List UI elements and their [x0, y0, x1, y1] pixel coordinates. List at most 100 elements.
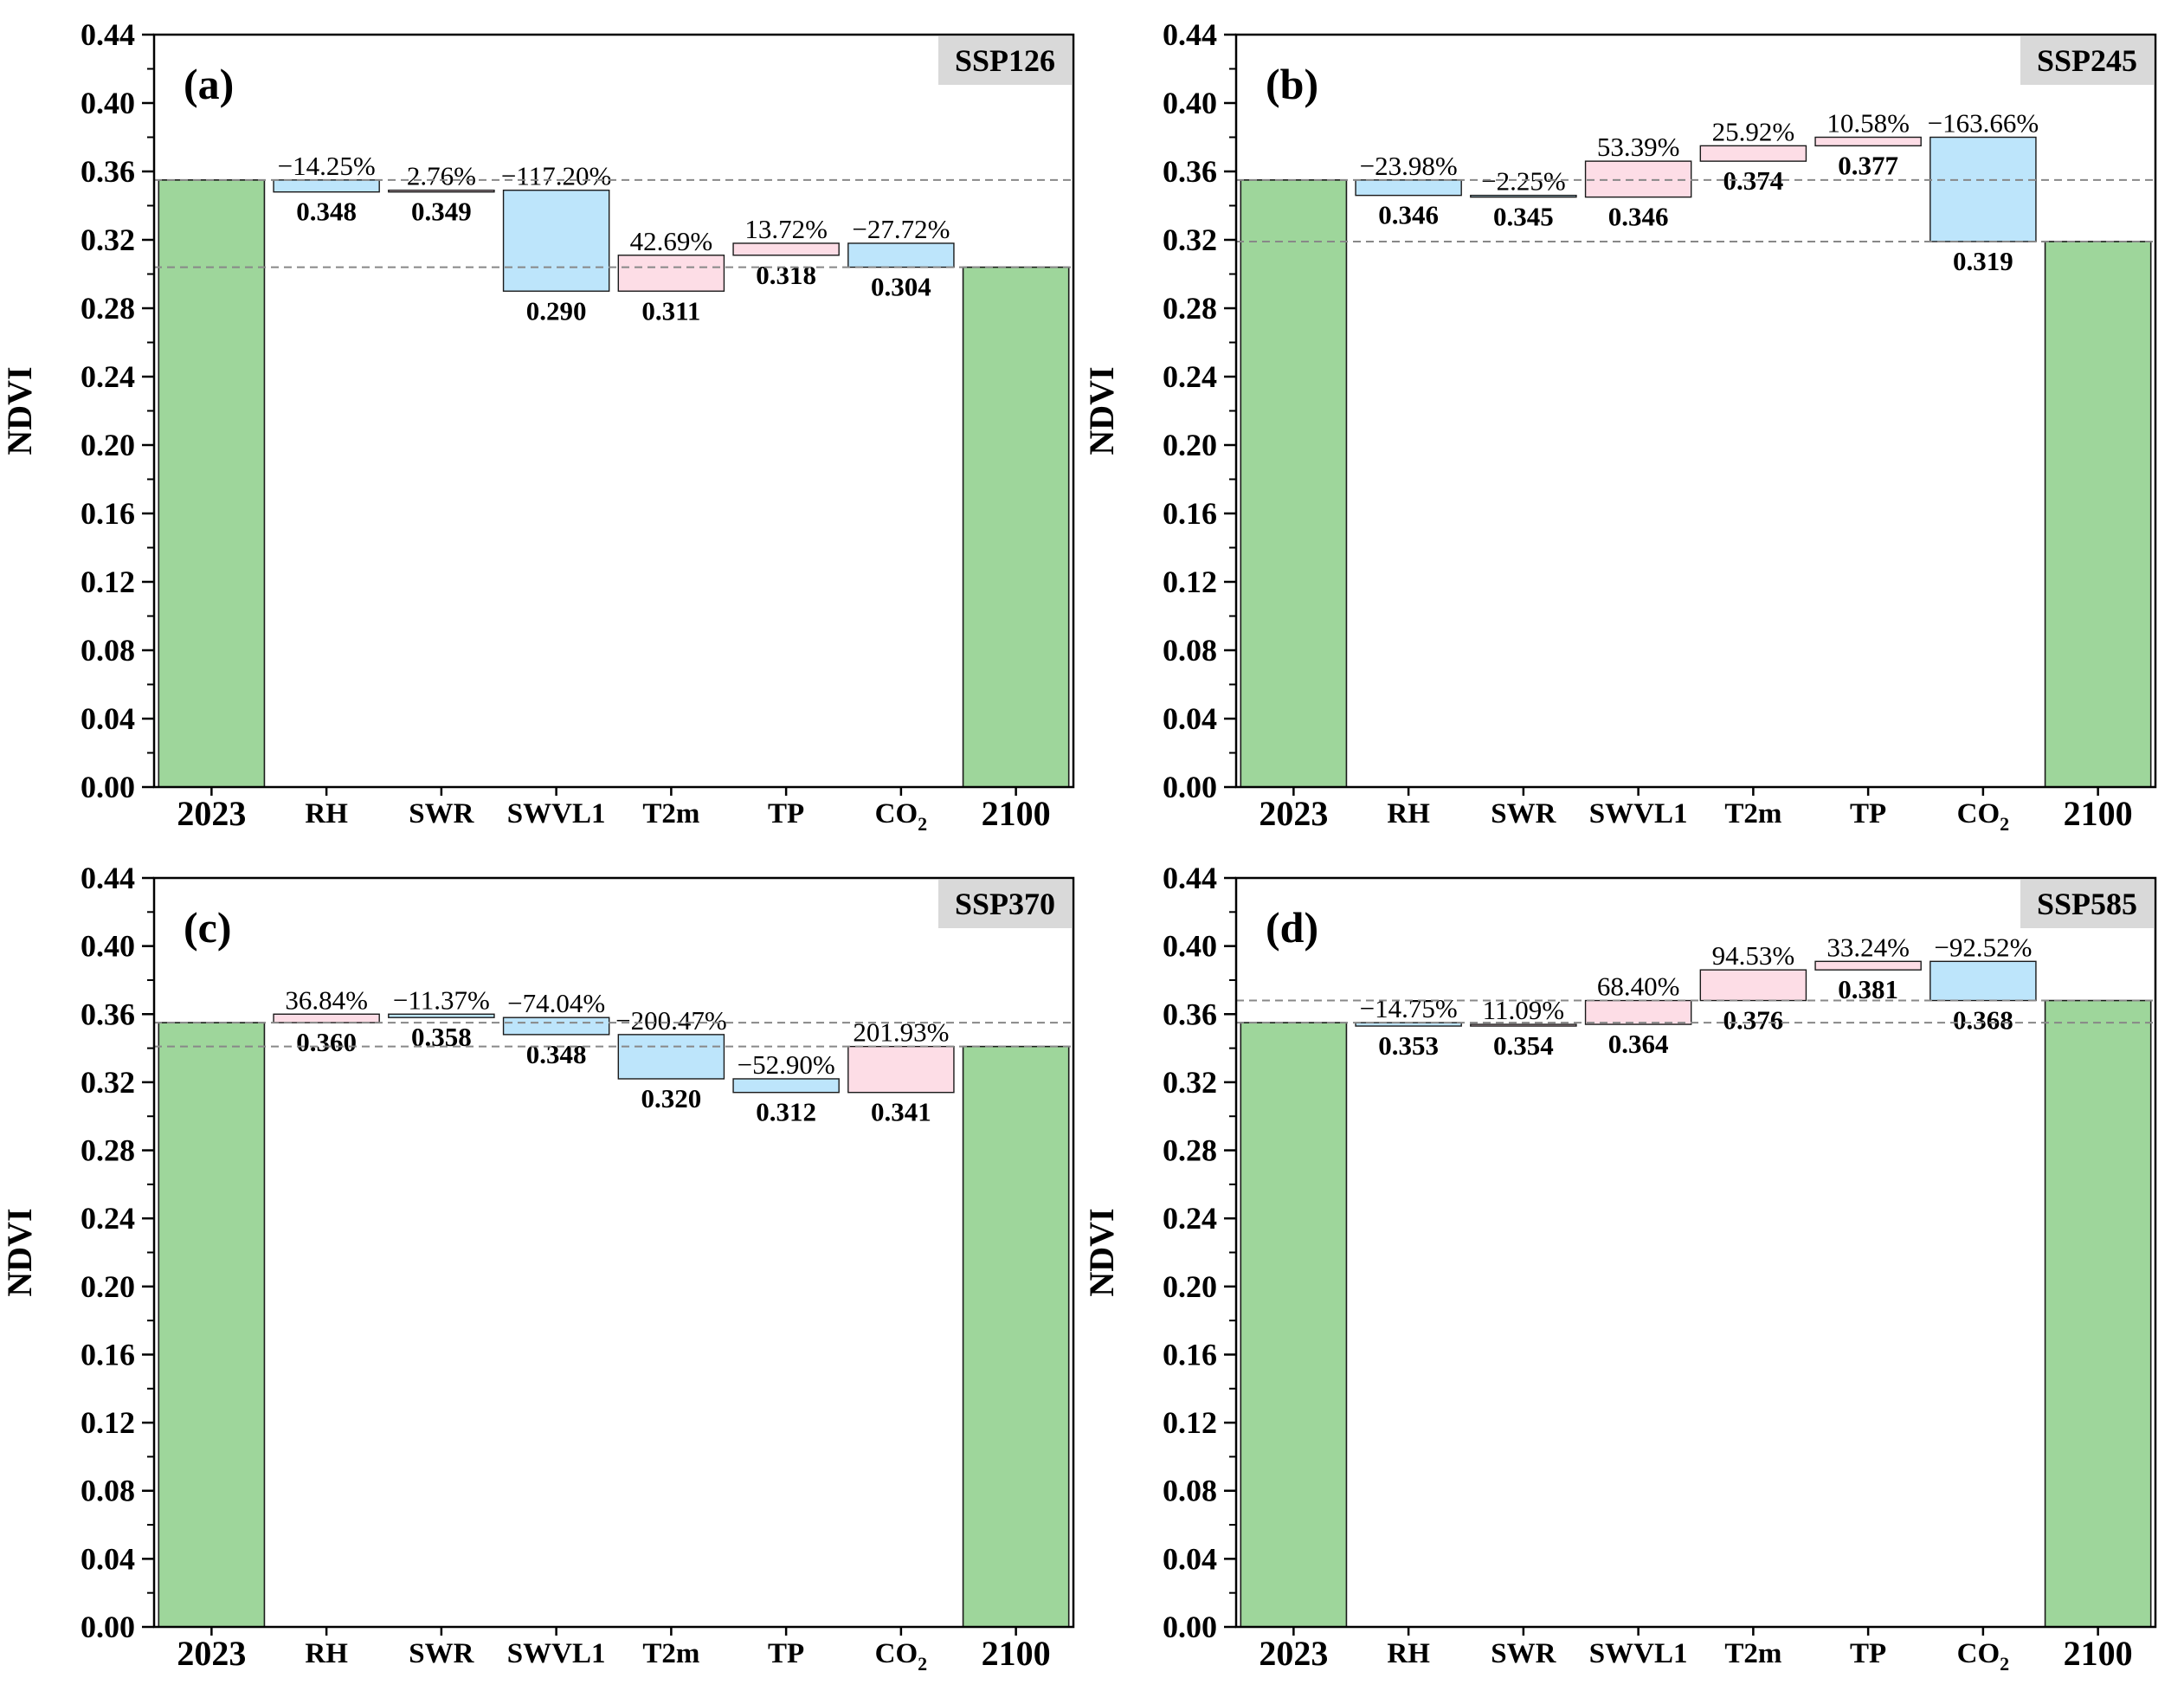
- value-label: 0.290: [526, 295, 587, 326]
- step-bar-swr: [388, 190, 495, 193]
- y-tick-label: 0.40: [1163, 86, 1217, 120]
- y-tick-label: 0.00: [1163, 1610, 1217, 1644]
- value-label: 0.348: [296, 197, 357, 227]
- y-tick-label: 0.36: [1163, 154, 1217, 189]
- percent-label: 25.92%: [1712, 116, 1795, 146]
- x-tick-label-co2: CO2: [875, 1638, 928, 1675]
- y-tick-label: 0.04: [81, 1541, 135, 1576]
- y-tick-label: 0.00: [81, 770, 135, 804]
- y-axis-label: NDVI: [0, 1208, 39, 1296]
- chart-panel-ssp126: −14.25% 0.348 2.76% 0.349 −117.20% 0.290 42.69…: [0, 17, 1075, 835]
- step-bar-t2m: [1699, 145, 1807, 162]
- x-tick-label-swr: SWR: [409, 1638, 474, 1669]
- percent-label: 42.69%: [630, 226, 713, 256]
- y-tick-label: 0.44: [81, 17, 135, 52]
- y-tick-label: 0.44: [81, 861, 135, 895]
- x-tick-label-swvl1: SWVL1: [1589, 1638, 1688, 1669]
- y-tick-label: 0.24: [81, 1201, 135, 1236]
- percent-label: −2.25%: [1481, 166, 1566, 197]
- value-label: 0.354: [1493, 1030, 1554, 1061]
- y-tick-label: 0.20: [1163, 1269, 1217, 1304]
- value-label: 0.376: [1723, 1005, 1784, 1036]
- x-tick-label-rh: RH: [1387, 798, 1430, 829]
- y-tick-label: 0.28: [1163, 291, 1217, 326]
- value-label: 0.353: [1378, 1030, 1439, 1061]
- percent-label: −200.47%: [615, 1005, 727, 1036]
- panel-label: (c): [184, 903, 232, 952]
- x-tick-label-t2m: T2m: [642, 1638, 699, 1669]
- y-tick-label: 0.44: [1163, 17, 1217, 52]
- bar-end-2100: [962, 1045, 1070, 1628]
- scenario-tag-bg: [2020, 36, 2154, 85]
- value-label: 0.349: [411, 197, 472, 227]
- y-tick-label: 0.32: [81, 1065, 135, 1100]
- y-tick-label: 0.16: [81, 496, 135, 531]
- bar-end-2100: [962, 266, 1070, 788]
- percent-label: 10.58%: [1826, 108, 1910, 139]
- y-tick-label: 0.44: [1163, 861, 1217, 895]
- value-label: 0.318: [756, 260, 816, 290]
- value-label: 0.360: [296, 1027, 357, 1057]
- bar-end-2100: [2044, 999, 2152, 1628]
- x-tick-label-t2m: T2m: [642, 798, 699, 829]
- x-tick-label-tp: TP: [1850, 798, 1886, 829]
- value-label: 0.346: [1608, 202, 1669, 232]
- x-tick-label-swr: SWR: [1491, 798, 1556, 829]
- x-tick-label-2100: 2100: [982, 1634, 1051, 1673]
- scenario-tag-bg: [938, 880, 1072, 928]
- step-bar-tp: [1814, 960, 1922, 971]
- y-tick-label: 0.00: [1163, 770, 1217, 804]
- panel-label: (d): [1266, 903, 1318, 952]
- step-bar-t2m: [617, 255, 725, 292]
- bar-start-2023: [1240, 1022, 1348, 1628]
- percent-label: 53.39%: [1597, 132, 1680, 162]
- percent-label: −74.04%: [507, 988, 605, 1018]
- y-tick-label: 0.08: [1163, 633, 1217, 668]
- y-tick-label: 0.12: [1163, 565, 1217, 599]
- scenario-tag: SSP585: [2037, 887, 2137, 921]
- panel-label: (b): [1266, 60, 1318, 108]
- x-tick-label-swr: SWR: [409, 798, 474, 829]
- y-tick-label: 0.28: [81, 1133, 135, 1168]
- scenario-tag: SSP126: [955, 43, 1055, 78]
- y-tick-label: 0.04: [1163, 1541, 1217, 1576]
- percent-label: 2.76%: [407, 161, 476, 191]
- y-tick-label: 0.12: [1163, 1405, 1217, 1440]
- y-axis-label: NDVI: [1082, 1208, 1121, 1296]
- value-label: 0.381: [1838, 974, 1898, 1004]
- value-label: 0.368: [1953, 1005, 2013, 1036]
- step-bar-tp: [732, 1078, 840, 1094]
- x-tick-label-rh: RH: [305, 1638, 348, 1669]
- y-tick-label: 0.36: [1163, 997, 1217, 1031]
- scenario-tag: SSP370: [955, 887, 1055, 921]
- x-tick-label-swvl1: SWVL1: [1589, 798, 1688, 829]
- y-tick-label: 0.20: [81, 428, 135, 462]
- step-bar-co2: [1930, 136, 2037, 242]
- step-bar-swr: [388, 1013, 495, 1018]
- chart-panel-ssp370: 36.84% 0.360 −11.37% 0.358 −74.04% 0.348 −200.…: [0, 861, 1075, 1675]
- value-label: 0.320: [641, 1083, 702, 1113]
- bar-start-2023: [1240, 179, 1348, 788]
- step-bar-swvl1: [1584, 999, 1692, 1025]
- percent-label: 11.09%: [1483, 995, 1564, 1025]
- chart-panel-ssp245: −23.98% 0.346 −2.25% 0.345 53.39% 0.346 25.92%…: [1082, 17, 2157, 835]
- value-label: 0.304: [871, 272, 931, 302]
- y-tick-label: 0.08: [81, 1474, 135, 1508]
- y-tick-label: 0.28: [1163, 1133, 1217, 1168]
- step-bar-rh: [273, 179, 380, 193]
- y-tick-label: 0.40: [1163, 929, 1217, 964]
- y-tick-label: 0.24: [1163, 1201, 1217, 1236]
- step-bar-swr: [1470, 1023, 1577, 1027]
- y-tick-label: 0.16: [81, 1337, 135, 1372]
- x-tick-label-co2: CO2: [1957, 1638, 2010, 1675]
- y-tick-label: 0.32: [1163, 1065, 1217, 1100]
- percent-label: −117.20%: [501, 161, 611, 191]
- x-tick-label-2023: 2023: [1259, 1634, 1328, 1673]
- y-tick-label: 0.36: [81, 997, 135, 1031]
- percent-label: 201.93%: [853, 1017, 949, 1048]
- value-label: 0.346: [1378, 200, 1439, 230]
- percent-label: −163.66%: [1928, 108, 2039, 139]
- value-label: 0.311: [641, 295, 700, 326]
- bar-start-2023: [158, 179, 266, 788]
